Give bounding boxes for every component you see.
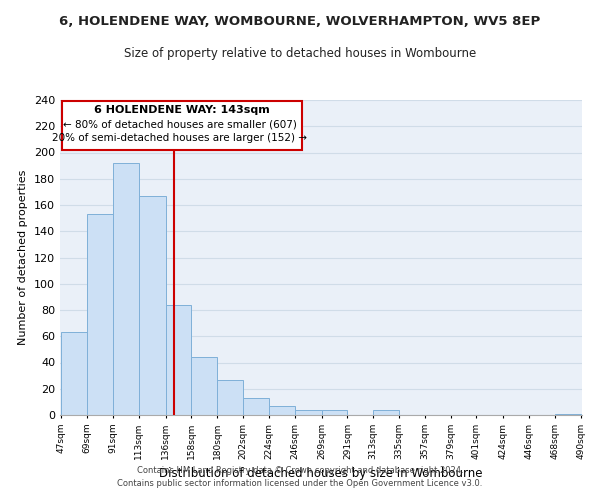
Text: ← 80% of detached houses are smaller (607): ← 80% of detached houses are smaller (60…: [63, 120, 296, 130]
Bar: [322, 410, 347, 415]
Text: Size of property relative to detached houses in Wombourne: Size of property relative to detached ho…: [124, 48, 476, 60]
Text: 6 HOLENDENE WAY: 143sqm: 6 HOLENDENE WAY: 143sqm: [94, 106, 270, 116]
Text: Contains HM Land Registry data © Crown copyright and database right 2024.
Contai: Contains HM Land Registry data © Crown c…: [118, 466, 482, 487]
Y-axis label: Number of detached properties: Number of detached properties: [19, 170, 28, 345]
X-axis label: Distribution of detached houses by size in Wombourne: Distribution of detached houses by size …: [159, 468, 483, 480]
Bar: [269, 406, 295, 415]
Bar: [555, 414, 581, 415]
Bar: [61, 332, 87, 415]
Text: 20% of semi-detached houses are larger (152) →: 20% of semi-detached houses are larger (…: [52, 133, 307, 143]
Bar: [87, 214, 113, 415]
FancyBboxPatch shape: [62, 102, 302, 150]
Bar: [217, 380, 243, 415]
Bar: [295, 410, 322, 415]
Bar: [113, 163, 139, 415]
Bar: [139, 196, 166, 415]
Bar: [166, 304, 191, 415]
Text: 6, HOLENDENE WAY, WOMBOURNE, WOLVERHAMPTON, WV5 8EP: 6, HOLENDENE WAY, WOMBOURNE, WOLVERHAMPT…: [59, 15, 541, 28]
Bar: [243, 398, 269, 415]
Bar: [373, 410, 399, 415]
Bar: [191, 357, 217, 415]
